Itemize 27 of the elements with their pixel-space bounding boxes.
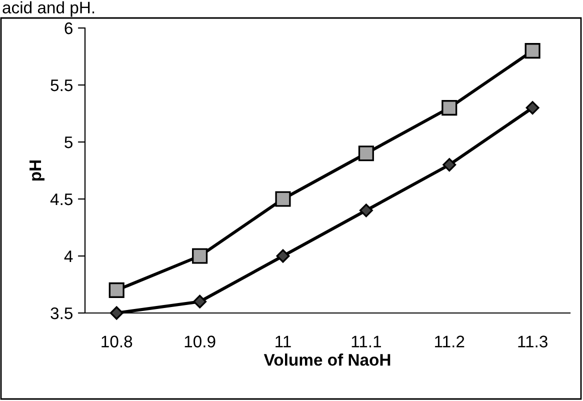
point	[192, 248, 208, 264]
y-tick-label: 5.5	[50, 80, 72, 92]
x-tick-label: 11.1	[352, 336, 381, 348]
y-tick-label: 4.5	[50, 194, 72, 206]
point	[193, 294, 207, 308]
y-tick-label: 4	[64, 250, 73, 262]
x-tick-label: 11.3	[518, 336, 548, 348]
y-axis-title: pH	[30, 160, 44, 181]
x-tick-label: 11.2	[435, 336, 464, 348]
x-axis-title: Volume of NaoH	[264, 354, 390, 366]
x-tick-label: 11	[276, 336, 291, 348]
point	[358, 146, 374, 162]
point	[442, 158, 456, 172]
point	[442, 100, 458, 116]
point	[276, 249, 290, 263]
y-tick-label: 3.5	[50, 307, 72, 320]
y-tick-label: 5	[64, 136, 72, 148]
point	[110, 306, 124, 320]
point	[359, 204, 373, 218]
text: acid and pH.	[2, 1, 94, 17]
point	[108, 282, 124, 298]
point	[524, 43, 540, 59]
point	[526, 101, 540, 115]
x-tick-label: 10.9	[184, 336, 216, 348]
y-tick-label: 6	[64, 22, 72, 34]
x-tick-label: 10.8	[102, 336, 132, 348]
point	[275, 191, 291, 207]
